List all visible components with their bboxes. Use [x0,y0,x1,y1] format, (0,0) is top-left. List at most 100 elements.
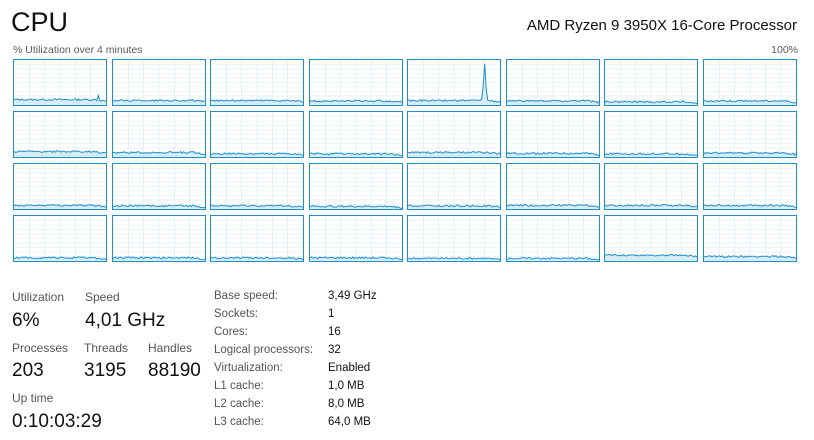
core-utilization-line [704,254,796,259]
core-graph[interactable] [112,59,206,106]
core-utilization-line [605,203,697,208]
core-graph[interactable] [407,111,501,158]
core-utilization-area [113,99,205,105]
core-utilization-line [704,99,796,104]
core-graph-plot [507,216,599,261]
core-utilization-line [113,150,205,156]
core-graph-plot [113,164,205,209]
core-utilization-area [408,151,500,157]
core-graph[interactable] [604,163,698,210]
utilization-value: 6% [12,310,40,331]
core-graph-plot [310,164,402,209]
spec-value: 1 [328,308,335,320]
core-utilization-area [14,257,106,261]
core-utilization-area [704,152,796,157]
spec-label: L2 cache: [214,398,264,410]
core-graph[interactable] [407,163,501,210]
core-graph[interactable] [703,59,797,106]
core-graph-plot [211,164,303,209]
core-graph[interactable] [13,215,107,262]
core-graph[interactable] [604,59,698,106]
spec-label: L1 cache: [214,380,264,392]
core-graph[interactable] [13,59,107,106]
core-graph-plot [408,112,500,157]
core-graph-plot [113,216,205,261]
core-utilization-line [605,100,697,105]
core-graph[interactable] [112,111,206,158]
core-utilization-line [211,99,303,104]
core-graph-plot [507,112,599,157]
core-graph[interactable] [210,59,304,106]
core-graph[interactable] [703,163,797,210]
core-graph-plot [14,216,106,261]
graph-caption: % Utilization over 4 minutes [13,44,143,56]
processes-label: Processes [12,341,69,355]
spec-label: L3 cache: [214,416,264,428]
core-graph-plot [704,112,796,157]
core-graph-plot [704,164,796,209]
core-graph-plot [14,112,106,157]
core-graph[interactable] [604,111,698,158]
core-utilization-line [507,99,599,104]
core-graph-plot [408,216,500,261]
core-graph[interactable] [407,215,501,262]
core-utilization-line [211,256,303,261]
core-graph[interactable] [309,163,403,210]
core-graph[interactable] [309,59,403,106]
core-graph-plot [211,60,303,105]
core-utilization-line [310,152,402,157]
core-graph[interactable] [506,163,600,210]
handles-label: Handles [148,341,193,355]
core-utilization-line [14,204,106,208]
core-graph[interactable] [506,59,600,106]
core-graph[interactable] [112,215,206,262]
core-utilization-line [408,63,500,103]
core-utilization-line [408,256,500,261]
core-graph[interactable] [210,111,304,158]
core-graph-plot [310,216,402,261]
speed-label: Speed [85,290,120,304]
core-graph[interactable] [112,163,206,210]
core-graph[interactable] [703,111,797,158]
core-graph[interactable] [703,215,797,262]
core-utilization-area [408,257,500,261]
core-graph-plot [113,112,205,157]
core-graph[interactable] [309,111,403,158]
core-utilization-line [507,203,599,208]
core-utilization-line [507,256,599,261]
core-utilization-line [14,256,106,260]
page-title: CPU [11,7,69,37]
core-graph[interactable] [506,111,600,158]
core-graph[interactable] [210,215,304,262]
core-graph[interactable] [13,163,107,210]
utilization-label: Utilization [12,290,65,304]
core-utilization-area [211,153,303,157]
core-graph[interactable] [210,163,304,210]
core-graph[interactable] [407,59,501,106]
core-graph-plot [605,60,697,105]
core-graph[interactable] [506,215,600,262]
core-utilization-line [704,203,796,208]
core-graph-plot [408,164,500,209]
spec-value: 3,49 GHz [328,290,377,302]
core-utilization-line [14,93,106,102]
spec-value: 16 [328,326,341,338]
processor-name: AMD Ryzen 9 3950X 16-Core Processor [526,17,797,34]
logical-processor-graphs[interactable] [13,59,799,266]
core-graph-plot [605,216,697,261]
core-utilization-line [14,150,106,154]
core-graph[interactable] [604,215,698,262]
core-graph-plot [14,60,106,105]
core-graph-plot [211,216,303,261]
core-graph[interactable] [309,215,403,262]
spec-label: Virtualization: [214,362,283,374]
core-utilization-line [408,204,500,209]
core-graph[interactable] [13,111,107,158]
spec-value: 1,0 MB [328,380,365,392]
core-graph-plot [605,164,697,209]
core-graph-plot [14,164,106,209]
core-utilization-line [704,151,796,156]
core-utilization-line [605,152,697,156]
core-utilization-line [113,256,205,261]
core-utilization-line [211,152,303,156]
